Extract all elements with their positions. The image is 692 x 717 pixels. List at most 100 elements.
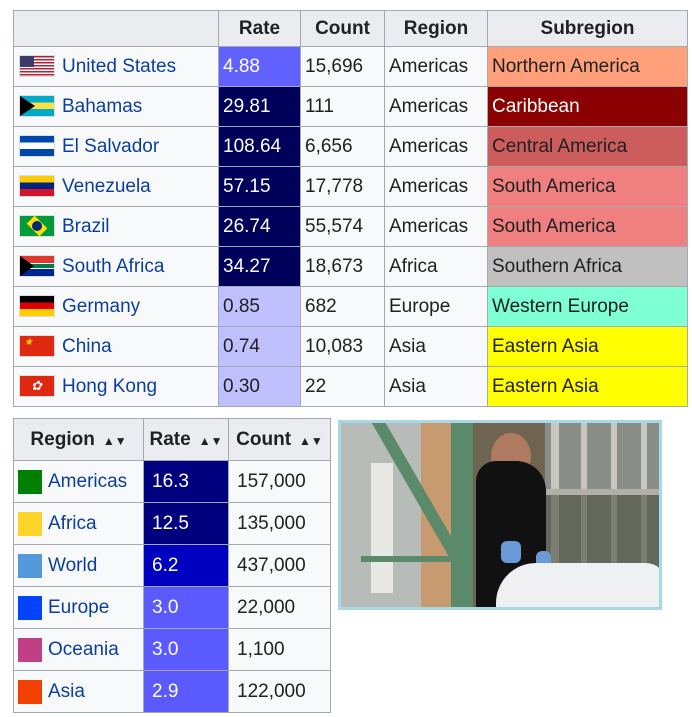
color-swatch <box>18 595 42 620</box>
country-link[interactable]: China <box>62 335 112 357</box>
region-link[interactable]: Americas <box>48 470 128 492</box>
subregion-cell: Central America <box>487 126 688 167</box>
count-cell: 55,574 <box>300 206 385 247</box>
country-link[interactable]: United States <box>62 55 177 77</box>
header-rate[interactable]: Rate ▲▼ <box>143 418 229 461</box>
rate-cell: 12.5 <box>143 502 229 545</box>
country-cell: Brazil <box>13 206 219 247</box>
country-homicide-table: Rate Count Region Subregion United State… <box>13 10 688 407</box>
table-row: Americas 16.3 157,000 <box>13 460 331 503</box>
rate-cell: 3.0 <box>143 628 229 671</box>
table-row: Venezuela 57.15 17,778 Americas South Am… <box>13 166 688 207</box>
region-cell: Americas <box>384 46 488 87</box>
el-salvador-flag-icon <box>20 136 54 157</box>
rate-cell: 6.2 <box>143 544 229 587</box>
country-link[interactable]: South Africa <box>62 255 165 277</box>
color-swatch <box>18 469 42 494</box>
brazil-flag-icon <box>20 216 54 237</box>
header-count[interactable]: Count ▲▼ <box>228 418 331 461</box>
header-subregion[interactable]: Subregion <box>487 10 688 47</box>
count-cell: 22 <box>300 366 385 407</box>
region-link[interactable]: Europe <box>48 596 110 618</box>
country-cell: United States <box>13 46 219 87</box>
region-link[interactable]: Oceania <box>48 638 119 660</box>
bahamas-flag-icon <box>20 96 54 117</box>
sort-icon[interactable]: ▲▼ <box>299 433 323 448</box>
region-cell: Africa <box>13 502 144 545</box>
count-cell: 17,778 <box>300 166 385 207</box>
rate-cell: 57.15 <box>218 166 301 207</box>
rate-cell: 2.9 <box>143 670 229 713</box>
subregion-cell: Caribbean <box>487 86 688 127</box>
count-cell: 18,673 <box>300 246 385 287</box>
region-link[interactable]: Asia <box>48 680 85 702</box>
venezuela-flag-icon <box>20 176 54 197</box>
header-region[interactable]: Region <box>384 10 488 47</box>
region-cell: Asia <box>384 326 488 367</box>
hong-kong-flag-icon: ✿ <box>20 376 54 397</box>
rate-cell: 34.27 <box>218 246 301 287</box>
table-row: ✿ Hong Kong 0.30 22 Asia Eastern Asia <box>13 366 688 407</box>
news-photo[interactable] <box>338 420 662 610</box>
table-row: Europe 3.0 22,000 <box>13 586 331 629</box>
south-africa-flag-icon <box>20 256 54 277</box>
rate-cell: 16.3 <box>143 460 229 503</box>
subregion-cell: South America <box>487 166 688 207</box>
region-cell: Oceania <box>13 628 144 671</box>
sort-icon[interactable]: ▲▼ <box>102 433 127 448</box>
count-cell: 157,000 <box>228 460 331 503</box>
country-cell: ★ China <box>13 326 219 367</box>
count-cell: 15,696 <box>300 46 385 87</box>
region-cell: Americas <box>384 206 488 247</box>
color-swatch <box>18 679 42 704</box>
header-region[interactable]: Region ▲▼ <box>13 418 144 461</box>
color-swatch <box>18 511 42 536</box>
region-cell: Americas <box>384 166 488 207</box>
region-cell: Asia <box>384 366 488 407</box>
country-link[interactable]: Brazil <box>62 215 110 237</box>
count-cell: 22,000 <box>228 586 331 629</box>
region-link[interactable]: World <box>48 554 98 576</box>
table-row: Brazil 26.74 55,574 Americas South Ameri… <box>13 206 688 247</box>
count-cell: 111 <box>300 86 385 127</box>
rate-cell: 3.0 <box>143 586 229 629</box>
table-row: Africa 12.5 135,000 <box>13 502 331 545</box>
region-cell: World <box>13 544 144 587</box>
header-count[interactable]: Count <box>300 10 385 47</box>
region-link[interactable]: Africa <box>48 512 97 534</box>
country-cell: Bahamas <box>13 86 219 127</box>
rate-cell: 29.81 <box>218 86 301 127</box>
count-cell: 135,000 <box>228 502 331 545</box>
count-cell: 122,000 <box>228 670 331 713</box>
table-row: United States 4.88 15,696 Americas North… <box>13 46 688 87</box>
table-row: El Salvador 108.64 6,656 Americas Centra… <box>13 126 688 167</box>
country-link[interactable]: Germany <box>62 295 141 317</box>
table-row: World 6.2 437,000 <box>13 544 331 587</box>
germany-flag-icon <box>20 296 54 317</box>
country-link[interactable]: Bahamas <box>62 95 143 117</box>
country-link[interactable]: Venezuela <box>62 175 151 197</box>
count-cell: 437,000 <box>228 544 331 587</box>
country-cell: El Salvador <box>13 126 219 167</box>
china-flag-icon: ★ <box>20 336 54 357</box>
table-row: Germany 0.85 682 Europe Western Europe <box>13 286 688 327</box>
table-row: Bahamas 29.81 111 Americas Caribbean <box>13 86 688 127</box>
region-cell: Asia <box>13 670 144 713</box>
country-link[interactable]: El Salvador <box>62 135 160 157</box>
region-cell: Americas <box>13 460 144 503</box>
table-row: ★ China 0.74 10,083 Asia Eastern Asia <box>13 326 688 367</box>
rate-cell: 0.74 <box>218 326 301 367</box>
country-cell: Venezuela <box>13 166 219 207</box>
subregion-cell: Western Europe <box>487 286 688 327</box>
country-link[interactable]: Hong Kong <box>62 375 158 397</box>
subregion-cell: Eastern Asia <box>487 326 688 367</box>
header-rate[interactable]: Rate <box>218 10 301 47</box>
region-cell: Africa <box>384 246 488 287</box>
region-homicide-table: Region ▲▼ Rate ▲▼ Count ▲▼ Americas 16.3 15… <box>13 418 331 713</box>
us-flag-icon <box>20 56 54 77</box>
country-cell: ✿ Hong Kong <box>13 366 219 407</box>
table-row: Asia 2.9 122,000 <box>13 670 331 713</box>
subregion-cell: Southern Africa <box>487 246 688 287</box>
subregion-cell: Northern America <box>487 46 688 87</box>
sort-icon[interactable]: ▲▼ <box>198 433 223 448</box>
